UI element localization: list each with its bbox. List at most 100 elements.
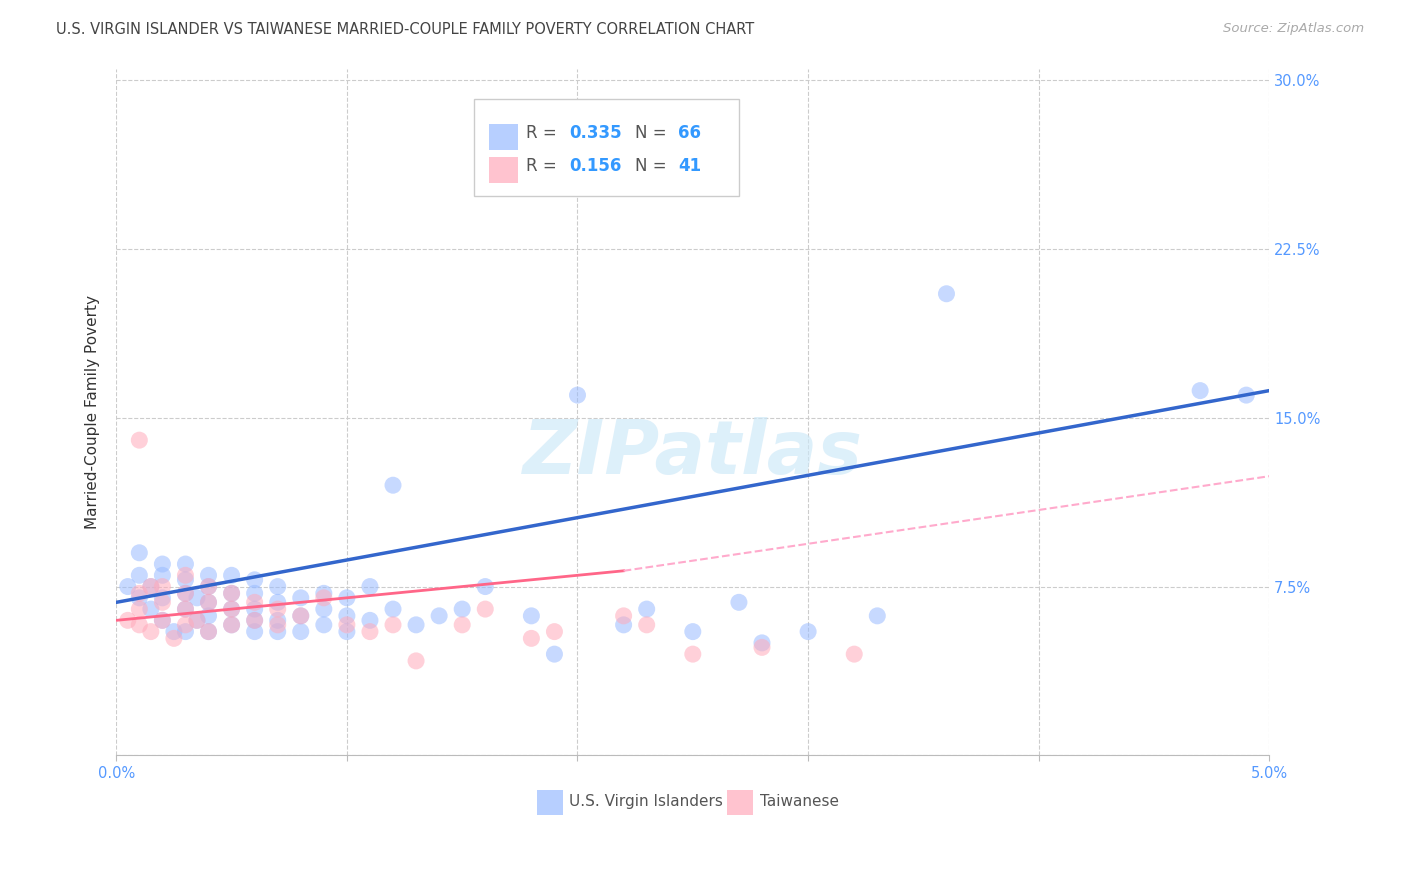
Point <box>128 586 150 600</box>
Point <box>567 388 589 402</box>
FancyBboxPatch shape <box>489 124 517 150</box>
Point <box>405 654 427 668</box>
Point <box>290 624 312 639</box>
Text: 0.335: 0.335 <box>569 124 621 143</box>
Point <box>152 591 174 605</box>
Point <box>243 624 266 639</box>
Point <box>221 568 243 582</box>
Point <box>267 602 290 616</box>
Text: R =: R = <box>526 124 561 143</box>
Point <box>186 613 208 627</box>
Point <box>290 608 312 623</box>
Point <box>336 624 359 639</box>
Point <box>243 613 266 627</box>
Point <box>312 591 335 605</box>
Text: Taiwanese: Taiwanese <box>759 794 839 809</box>
Point <box>221 586 243 600</box>
Point <box>359 580 381 594</box>
Y-axis label: Married-Couple Family Poverty: Married-Couple Family Poverty <box>86 295 100 529</box>
Point <box>117 580 139 594</box>
Point <box>128 618 150 632</box>
Point <box>405 618 427 632</box>
Point <box>451 618 474 632</box>
Point <box>751 640 773 655</box>
Point <box>174 624 197 639</box>
Point <box>359 624 381 639</box>
Point <box>152 613 174 627</box>
Point <box>174 602 197 616</box>
Point <box>152 613 174 627</box>
Point <box>174 586 197 600</box>
Point <box>290 591 312 605</box>
Point <box>243 595 266 609</box>
Point <box>186 591 208 605</box>
Point <box>197 580 219 594</box>
Point <box>935 286 957 301</box>
Text: Source: ZipAtlas.com: Source: ZipAtlas.com <box>1223 22 1364 36</box>
Point <box>682 624 704 639</box>
Point <box>682 647 704 661</box>
Point <box>174 568 197 582</box>
Point <box>117 613 139 627</box>
Point <box>139 602 162 616</box>
Point <box>844 647 866 661</box>
Point <box>336 591 359 605</box>
Point <box>1189 384 1212 398</box>
Point <box>152 557 174 571</box>
Point <box>197 595 219 609</box>
Point <box>221 586 243 600</box>
Point <box>128 433 150 447</box>
Point <box>174 586 197 600</box>
Point <box>221 602 243 616</box>
Point <box>152 595 174 609</box>
Point <box>267 618 290 632</box>
Point <box>520 632 543 646</box>
Point <box>174 573 197 587</box>
Point <box>797 624 820 639</box>
Point <box>382 602 405 616</box>
Point <box>152 580 174 594</box>
Point <box>128 568 150 582</box>
Point <box>382 618 405 632</box>
Point <box>174 602 197 616</box>
Point <box>243 613 266 627</box>
Text: R =: R = <box>526 157 561 176</box>
Point <box>174 618 197 632</box>
Point <box>382 478 405 492</box>
Point <box>128 546 150 560</box>
Point <box>613 618 636 632</box>
Point <box>139 580 162 594</box>
Point <box>139 580 162 594</box>
Point <box>221 618 243 632</box>
Point <box>128 591 150 605</box>
Point <box>267 580 290 594</box>
Text: 41: 41 <box>678 157 702 176</box>
Point <box>197 624 219 639</box>
Point <box>267 613 290 627</box>
Point <box>197 595 219 609</box>
Point <box>197 624 219 639</box>
Point <box>243 573 266 587</box>
Point <box>613 608 636 623</box>
Point <box>197 608 219 623</box>
Text: U.S. VIRGIN ISLANDER VS TAIWANESE MARRIED-COUPLE FAMILY POVERTY CORRELATION CHAR: U.S. VIRGIN ISLANDER VS TAIWANESE MARRIE… <box>56 22 755 37</box>
Point <box>336 608 359 623</box>
Point <box>520 608 543 623</box>
Point <box>474 580 496 594</box>
Point <box>221 618 243 632</box>
Text: 66: 66 <box>678 124 700 143</box>
Point <box>197 580 219 594</box>
Point <box>290 608 312 623</box>
Point <box>543 624 565 639</box>
Point <box>174 557 197 571</box>
FancyBboxPatch shape <box>727 789 752 814</box>
Text: ZIPatlas: ZIPatlas <box>523 417 863 490</box>
Point <box>543 647 565 661</box>
Point <box>312 602 335 616</box>
Point <box>866 608 889 623</box>
Point <box>163 632 186 646</box>
Point <box>751 636 773 650</box>
Point <box>451 602 474 616</box>
Point <box>636 618 658 632</box>
Point <box>728 595 751 609</box>
